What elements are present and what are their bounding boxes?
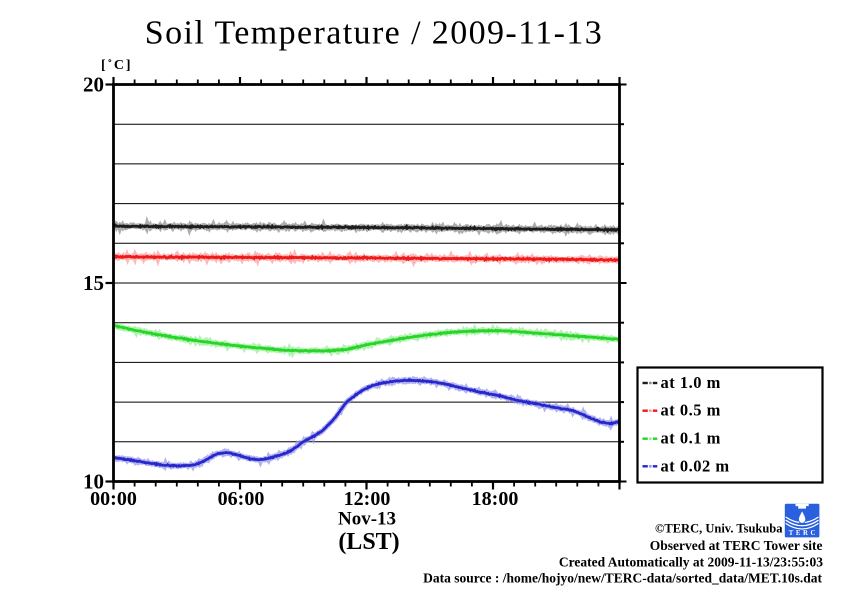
svg-text:(LST): (LST): [338, 529, 399, 555]
svg-text:Nov-13: Nov-13: [338, 509, 396, 530]
svg-text:20: 20: [83, 72, 104, 96]
svg-text:Observed at TERC Tower site: Observed at TERC Tower site: [650, 538, 823, 553]
svg-text:10: 10: [83, 469, 104, 493]
svg-text:Data source : /home/hojyo/new/: Data source : /home/hojyo/new/TERC-data/…: [423, 571, 822, 586]
svg-text:00:00: 00:00: [90, 488, 137, 510]
svg-text:[˚C]: [˚C]: [101, 58, 132, 73]
svg-text:©TERC, Univ. Tsukuba: ©TERC, Univ. Tsukuba: [655, 522, 783, 536]
svg-text:12:00: 12:00: [344, 488, 391, 510]
svg-text:Soil Temperature / 2009-11-13: Soil Temperature / 2009-11-13: [145, 14, 603, 51]
svg-text:TERC: TERC: [789, 530, 818, 537]
svg-text:at 0.1 m: at 0.1 m: [661, 429, 721, 448]
svg-text:Created Automatically at 2009-: Created Automatically at 2009-11-13/23:5…: [559, 555, 823, 570]
svg-text:at 0.5 m: at 0.5 m: [661, 401, 721, 420]
svg-text:at 1.0 m: at 1.0 m: [661, 373, 721, 392]
svg-text:at 0.02 m: at 0.02 m: [661, 456, 730, 475]
svg-text:06:00: 06:00: [218, 488, 265, 510]
svg-text:18:00: 18:00: [472, 488, 519, 510]
svg-text:15: 15: [83, 271, 104, 295]
